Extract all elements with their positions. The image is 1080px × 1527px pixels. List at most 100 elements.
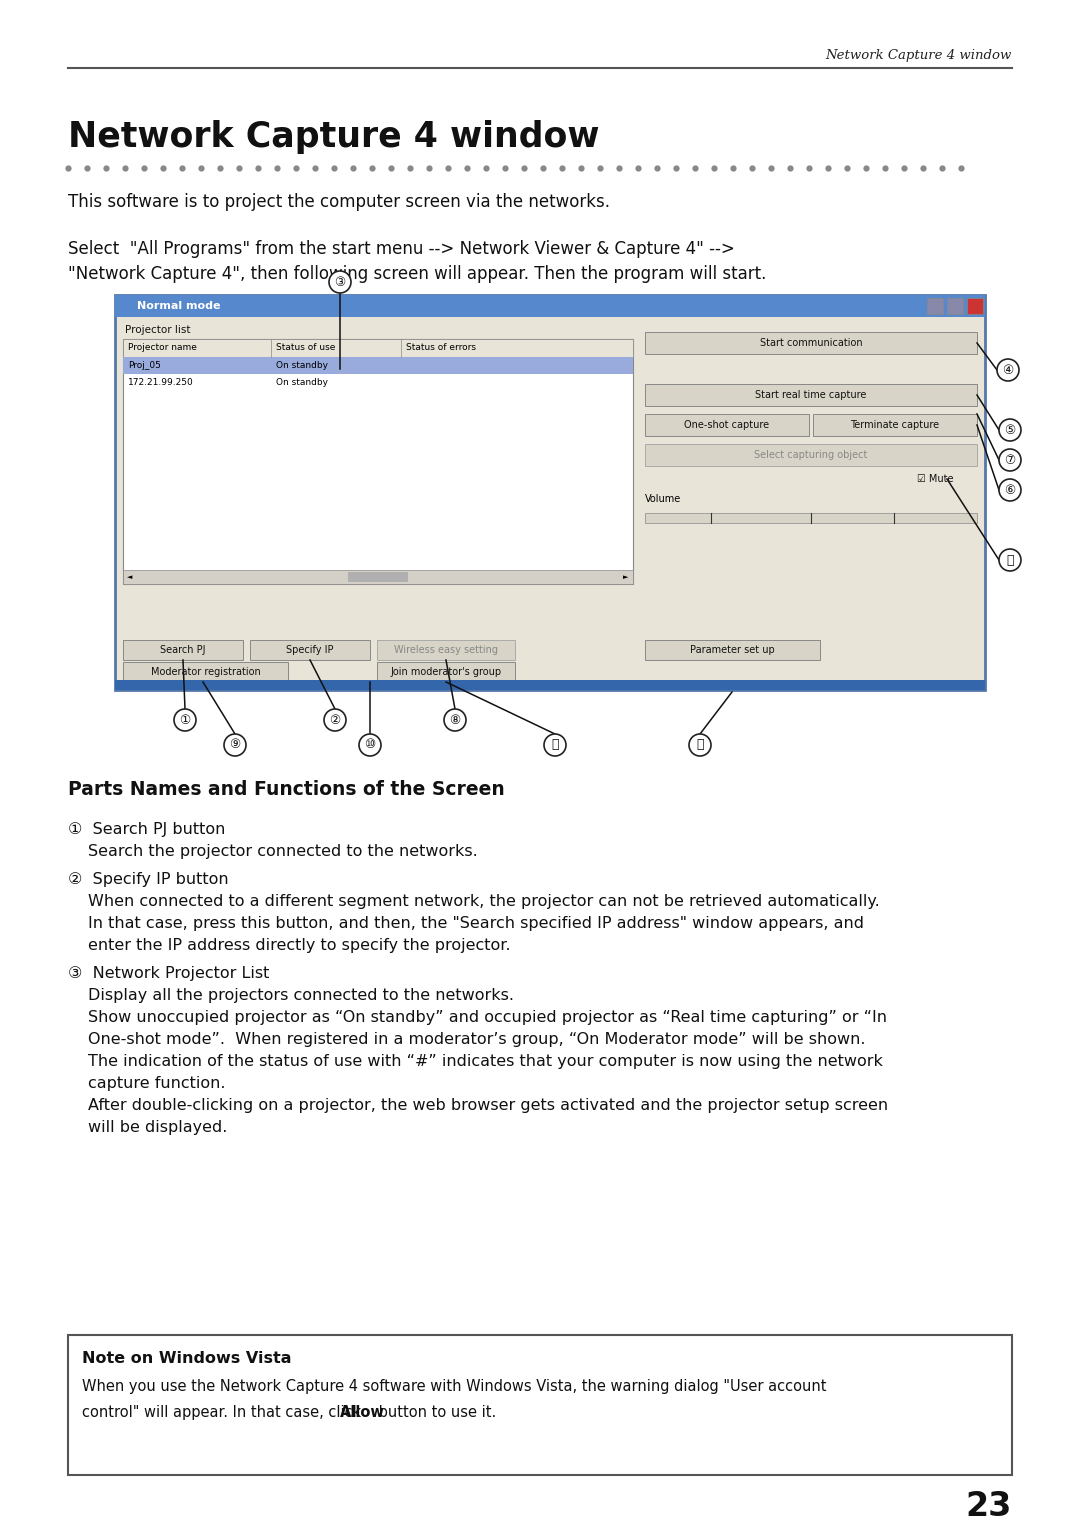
Bar xyxy=(348,573,408,582)
Circle shape xyxy=(359,734,381,756)
Text: The indication of the status of use with “#” indicates that your computer is now: The indication of the status of use with… xyxy=(87,1054,882,1069)
Text: ⑧: ⑧ xyxy=(449,713,461,727)
Circle shape xyxy=(324,709,346,731)
Bar xyxy=(123,663,288,683)
Bar xyxy=(114,680,985,690)
Circle shape xyxy=(997,359,1020,382)
Bar xyxy=(645,513,977,524)
Text: Parts Names and Functions of the Screen: Parts Names and Functions of the Screen xyxy=(68,780,504,799)
Text: Network Capture 4 window: Network Capture 4 window xyxy=(825,49,1012,61)
Text: When you use the Network Capture 4 software with Windows Vista, the warning dial: When you use the Network Capture 4 softw… xyxy=(82,1379,826,1394)
Text: 172.21.99.250: 172.21.99.250 xyxy=(129,379,193,386)
Text: control" will appear. In that case, click: control" will appear. In that case, clic… xyxy=(82,1405,366,1420)
Text: capture function.: capture function. xyxy=(87,1077,226,1090)
Bar xyxy=(645,444,977,466)
Circle shape xyxy=(224,734,246,756)
Text: Wireless easy setting: Wireless easy setting xyxy=(394,644,498,655)
Text: Projector name: Projector name xyxy=(129,344,197,353)
Bar xyxy=(947,298,963,315)
Circle shape xyxy=(999,550,1021,571)
Text: ①  Search PJ button: ① Search PJ button xyxy=(68,822,226,837)
Text: Proj_05: Proj_05 xyxy=(129,360,161,370)
Text: Normal mode: Normal mode xyxy=(137,301,220,312)
Text: ③: ③ xyxy=(335,275,346,289)
Bar xyxy=(123,339,633,583)
Text: Search PJ: Search PJ xyxy=(160,644,206,655)
Text: Search the projector connected to the networks.: Search the projector connected to the ne… xyxy=(87,844,477,860)
Circle shape xyxy=(544,734,566,756)
Text: Moderator registration: Moderator registration xyxy=(150,667,260,676)
Text: ►: ► xyxy=(623,574,629,580)
Text: ⑫: ⑫ xyxy=(1007,553,1014,567)
Text: On standby: On standby xyxy=(276,360,328,370)
Text: Volume: Volume xyxy=(645,495,681,504)
Text: ②  Specify IP button: ② Specify IP button xyxy=(68,872,229,887)
Text: ⑥: ⑥ xyxy=(1004,484,1015,496)
Circle shape xyxy=(444,709,465,731)
Bar xyxy=(967,298,983,315)
Bar xyxy=(377,640,515,660)
Text: Status of use: Status of use xyxy=(276,344,336,353)
Bar xyxy=(68,1335,1012,1475)
Bar xyxy=(645,383,977,406)
Text: Select capturing object: Select capturing object xyxy=(754,450,867,460)
Bar xyxy=(645,331,977,354)
Text: enter the IP address directly to specify the projector.: enter the IP address directly to specify… xyxy=(87,938,511,953)
Circle shape xyxy=(999,449,1021,470)
Text: This software is to project the computer screen via the networks.: This software is to project the computer… xyxy=(68,192,610,211)
Bar xyxy=(114,295,985,690)
Bar xyxy=(645,640,820,660)
Circle shape xyxy=(999,418,1021,441)
Text: ⑦: ⑦ xyxy=(1004,454,1015,467)
Text: Show unoccupied projector as “On standby” and occupied projector as “Real time c: Show unoccupied projector as “On standby… xyxy=(87,1009,887,1025)
Bar xyxy=(813,414,977,437)
Text: In that case, press this button, and then, the "Search specified IP address" win: In that case, press this button, and the… xyxy=(87,916,864,931)
Text: Join moderator's group: Join moderator's group xyxy=(391,667,501,676)
Text: Allow: Allow xyxy=(340,1405,386,1420)
Text: Note on Windows Vista: Note on Windows Vista xyxy=(82,1351,292,1367)
Text: Terminate capture: Terminate capture xyxy=(850,420,940,431)
Bar xyxy=(645,414,809,437)
Text: ☑ Mute: ☑ Mute xyxy=(917,473,954,484)
Text: One-shot capture: One-shot capture xyxy=(685,420,770,431)
Text: ⑤: ⑤ xyxy=(1004,423,1015,437)
Circle shape xyxy=(689,734,711,756)
Text: ⑬: ⑬ xyxy=(697,739,704,751)
Circle shape xyxy=(174,709,195,731)
Text: ①: ① xyxy=(179,713,191,727)
Text: One-shot mode”.  When registered in a moderator’s group, “On Moderator mode” wil: One-shot mode”. When registered in a mod… xyxy=(87,1032,865,1048)
Text: After double-clicking on a projector, the web browser gets activated and the pro: After double-clicking on a projector, th… xyxy=(87,1098,888,1113)
Bar xyxy=(114,295,985,318)
Text: ⑪: ⑪ xyxy=(551,739,558,751)
Text: ②: ② xyxy=(329,713,340,727)
Text: Specify IP: Specify IP xyxy=(286,644,334,655)
Text: Parameter set up: Parameter set up xyxy=(690,644,774,655)
Text: Display all the projectors connected to the networks.: Display all the projectors connected to … xyxy=(87,988,514,1003)
Text: ④: ④ xyxy=(1002,363,1014,377)
Text: "Network Capture 4", then following screen will appear. Then the program will st: "Network Capture 4", then following scre… xyxy=(68,266,767,282)
Text: ⑨: ⑨ xyxy=(229,739,241,751)
Bar xyxy=(123,357,633,374)
Text: ⑩: ⑩ xyxy=(364,739,376,751)
Bar xyxy=(123,640,243,660)
Circle shape xyxy=(999,479,1021,501)
Text: Status of errors: Status of errors xyxy=(406,344,476,353)
Text: Start communication: Start communication xyxy=(759,337,862,348)
Bar xyxy=(927,298,943,315)
Text: Select  "All Programs" from the start menu --> Network Viewer & Capture 4" -->: Select "All Programs" from the start men… xyxy=(68,240,734,258)
Circle shape xyxy=(329,270,351,293)
Text: On standby: On standby xyxy=(276,379,328,386)
Text: Projector list: Projector list xyxy=(125,325,190,334)
Text: When connected to a different segment network, the projector can not be retrieve: When connected to a different segment ne… xyxy=(87,893,880,909)
Bar xyxy=(249,640,370,660)
Bar xyxy=(123,570,633,583)
Text: ◄: ◄ xyxy=(127,574,133,580)
Text: will be displayed.: will be displayed. xyxy=(87,1119,228,1135)
Text: ③  Network Projector List: ③ Network Projector List xyxy=(68,967,269,980)
Text: 23: 23 xyxy=(966,1490,1012,1522)
Text: button to use it.: button to use it. xyxy=(375,1405,497,1420)
Text: Network Capture 4 window: Network Capture 4 window xyxy=(68,121,599,154)
Bar xyxy=(377,663,515,683)
Bar xyxy=(123,339,633,357)
Text: Start real time capture: Start real time capture xyxy=(755,389,866,400)
